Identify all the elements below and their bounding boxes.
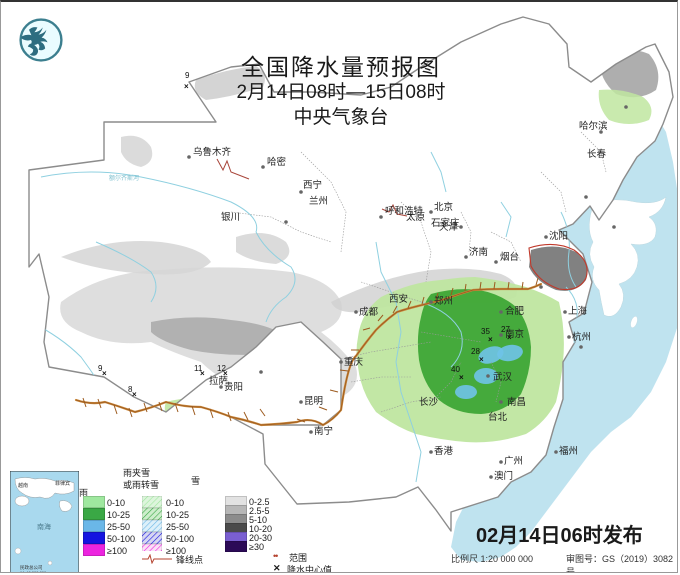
svg-text:12: 12 (217, 364, 226, 373)
svg-text:40: 40 (451, 365, 460, 374)
svg-text:南宁: 南宁 (314, 425, 333, 437)
svg-text:贵阳: 贵阳 (224, 381, 243, 393)
svg-text:1：40 000 000: 1：40 000 000 (20, 570, 47, 573)
svg-text:南海: 南海 (37, 522, 51, 531)
svg-text:35: 35 (481, 327, 490, 336)
svg-text:28: 28 (471, 347, 480, 356)
svg-text:27: 27 (501, 325, 510, 334)
svg-text:北京: 北京 (434, 201, 453, 213)
svg-text:西安: 西安 (389, 293, 408, 305)
svg-text:昆明: 昆明 (304, 396, 323, 407)
svg-text:广州: 广州 (504, 455, 523, 467)
svg-text:武汉: 武汉 (493, 371, 513, 383)
svg-text:西宁: 西宁 (303, 179, 322, 191)
svg-text:香港: 香港 (434, 445, 454, 457)
svg-text:福州: 福州 (559, 445, 578, 457)
svg-text:台北: 台北 (488, 411, 508, 423)
svg-text:澳门: 澳门 (494, 470, 513, 482)
svg-text:菲律宾: 菲律宾 (55, 480, 70, 487)
svg-text:9: 9 (98, 364, 103, 373)
svg-text:郑州: 郑州 (434, 295, 453, 307)
svg-text:×: × (488, 335, 493, 344)
svg-text:哈密: 哈密 (267, 156, 287, 168)
svg-text:合肥: 合肥 (505, 305, 525, 317)
svg-text:太原: 太原 (406, 211, 425, 223)
svg-text:银川: 银川 (221, 211, 240, 223)
svg-text:×: × (132, 390, 137, 399)
svg-text:杭州: 杭州 (572, 331, 591, 343)
svg-text:济南: 济南 (469, 246, 488, 258)
svg-text:×: × (507, 333, 512, 342)
svg-text:上海: 上海 (568, 305, 588, 317)
svg-text:南昌: 南昌 (507, 396, 526, 408)
svg-text:兰州: 兰州 (309, 195, 328, 207)
svg-text:成都: 成都 (359, 306, 379, 318)
svg-text:重庆: 重庆 (344, 356, 364, 368)
svg-text:×: × (479, 355, 484, 364)
svg-text:×: × (459, 373, 464, 382)
svg-text:11: 11 (194, 364, 203, 373)
svg-text:8: 8 (128, 385, 133, 394)
svg-text:石家庄: 石家庄 (431, 217, 460, 229)
svg-text:烟台: 烟台 (500, 251, 519, 263)
svg-text:越南: 越南 (18, 482, 28, 489)
svg-text:乌鲁木齐: 乌鲁木齐 (193, 146, 232, 158)
svg-text:额尔齐斯河: 额尔齐斯河 (109, 174, 139, 182)
svg-text:沈阳: 沈阳 (549, 230, 568, 242)
svg-text:×: × (102, 369, 107, 378)
svg-text:长沙: 长沙 (419, 396, 439, 408)
svg-text:长春: 长春 (587, 148, 607, 160)
